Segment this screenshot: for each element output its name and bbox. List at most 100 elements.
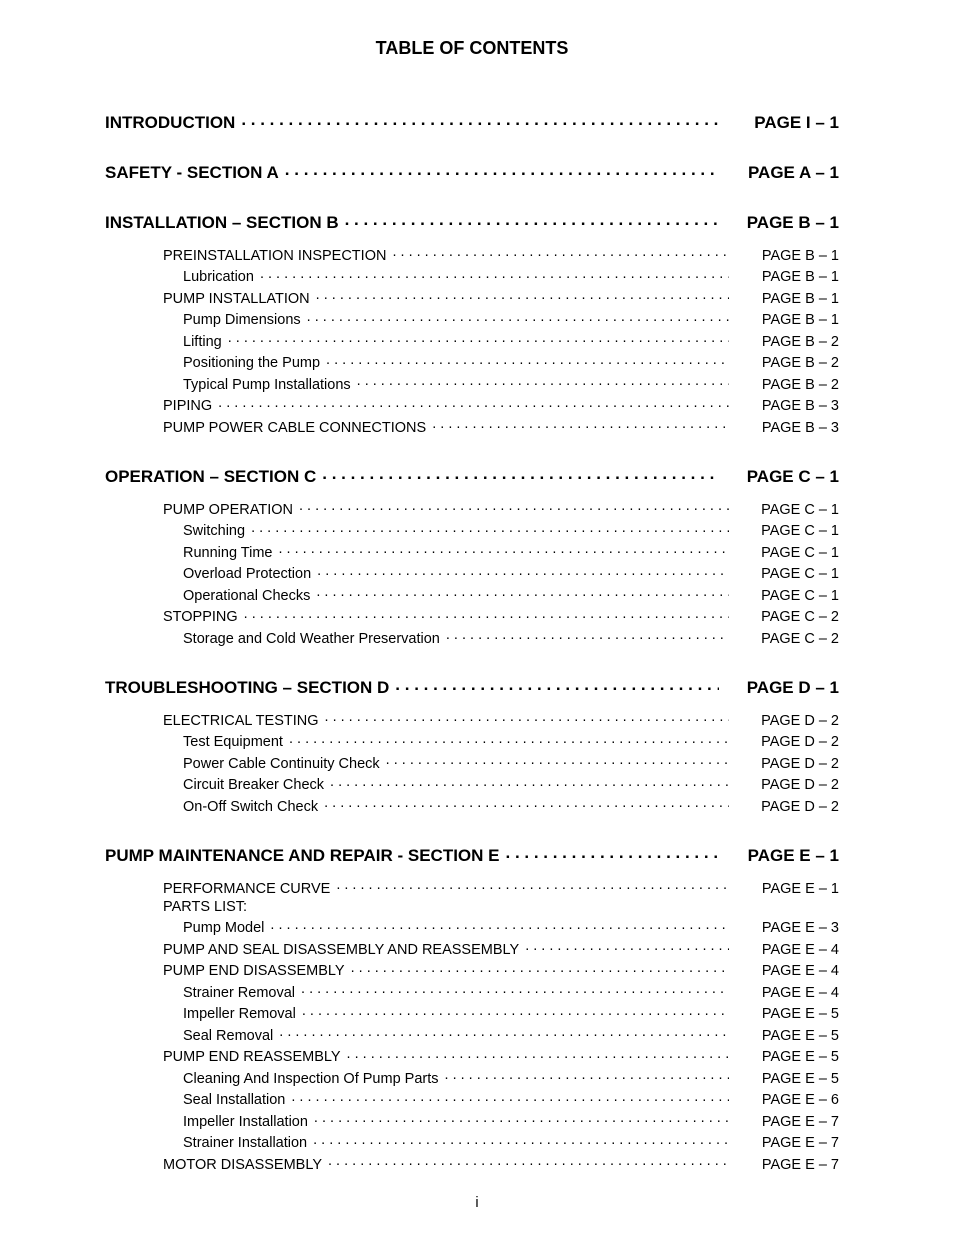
toc-label: Overload Protection: [183, 567, 311, 582]
toc-subitem: LubricationPAGE B – 1: [105, 267, 839, 285]
toc-page: PAGE I – 1: [719, 114, 839, 131]
toc-dots: [395, 676, 719, 693]
toc-subitem: Running Time PAGE C – 1: [105, 542, 839, 560]
toc-label: PREINSTALLATION INSPECTION: [163, 249, 386, 264]
toc-label: Storage and Cold Weather Preservation: [183, 632, 440, 647]
toc-dots: [270, 918, 729, 933]
toc-label: Lifting: [183, 335, 222, 350]
toc-dots: [325, 710, 729, 725]
toc-page: PAGE E – 7: [729, 1158, 839, 1173]
toc-dots: [314, 1111, 729, 1126]
toc-page: PAGE D – 1: [719, 679, 839, 696]
toc-page: PAGE E – 7: [729, 1136, 839, 1151]
toc-subitem: Seal RemovalPAGE E – 5: [105, 1025, 839, 1043]
toc-section-heading: TROUBLESHOOTING – SECTION D PAGE D – 1: [105, 676, 839, 696]
toc-dots: [328, 1154, 729, 1169]
toc-item: ELECTRICAL TESTINGPAGE D – 2: [105, 710, 839, 728]
toc-section-heading: OPERATION – SECTION C PAGE C – 1: [105, 465, 839, 485]
toc-label: On-Off Switch Check: [183, 800, 318, 815]
toc-subitem: Power Cable Continuity CheckPAGE D – 2: [105, 753, 839, 771]
toc-subgroup: PUMP OPERATIONPAGE C – 1SwitchingPAGE C …: [105, 499, 839, 646]
toc-dots: [432, 417, 729, 432]
toc-dots: [228, 331, 729, 346]
toc-dots: [279, 1025, 729, 1040]
toc-page: PAGE E – 5: [729, 1050, 839, 1065]
toc-dots: [392, 245, 729, 260]
toc-item: PUMP AND SEAL DISASSEMBLY AND REASSEMBLY…: [105, 939, 839, 957]
toc-label: INSTALLATION – SECTION B: [105, 214, 339, 231]
toc-subitem: Operational ChecksPAGE C – 1: [105, 585, 839, 603]
toc-dots: [289, 732, 729, 747]
toc-page: PAGE B – 2: [729, 356, 839, 371]
toc-label: Strainer Removal: [183, 986, 295, 1001]
toc-page: PAGE E – 4: [729, 943, 839, 958]
toc-subitem: Strainer InstallationPAGE E – 7: [105, 1133, 839, 1151]
toc-label: SAFETY - SECTION A: [105, 164, 279, 181]
toc-subitem: Impeller Installation PAGE E – 7: [105, 1111, 839, 1129]
toc-label: Circuit Breaker Check: [183, 778, 324, 793]
toc-page: PAGE B – 1: [719, 214, 839, 231]
toc-page: PAGE D – 2: [729, 800, 839, 815]
toc-dots: [299, 499, 729, 514]
toc-dots: [244, 607, 729, 622]
toc-subitem: SwitchingPAGE C – 1: [105, 521, 839, 539]
page-title: TABLE OF CONTENTS: [105, 38, 839, 59]
toc-dots: [241, 111, 719, 128]
toc-page: PAGE C – 1: [729, 546, 839, 561]
toc-page: PAGE B – 2: [729, 378, 839, 393]
toc-subgroup: ELECTRICAL TESTINGPAGE D – 2Test Equipme…: [105, 710, 839, 814]
toc-label: PUMP POWER CABLE CONNECTIONS: [163, 421, 426, 436]
toc-label: ELECTRICAL TESTING: [163, 714, 319, 729]
toc-dots: [317, 564, 729, 579]
toc-dots: [386, 753, 729, 768]
toc-subitem: Cleaning And Inspection Of Pump PartsPAG…: [105, 1068, 839, 1086]
toc-item: PUMP INSTALLATIONPAGE B – 1: [105, 288, 839, 306]
toc-dots: [291, 1090, 729, 1105]
toc-page: PAGE B – 1: [729, 249, 839, 264]
toc-label: Switching: [183, 524, 245, 539]
toc-label: OPERATION – SECTION C: [105, 468, 316, 485]
toc-dots: [313, 1133, 729, 1148]
toc-page: PAGE E – 4: [729, 986, 839, 1001]
toc-subitem: Positioning the Pump PAGE B – 2: [105, 353, 839, 371]
toc-page: PAGE D – 2: [729, 778, 839, 793]
toc-label: PIPING: [163, 399, 212, 414]
toc-page: PAGE B – 2: [729, 335, 839, 350]
toc-item: STOPPINGPAGE C – 2: [105, 607, 839, 625]
toc-page: PAGE E – 7: [729, 1115, 839, 1130]
toc-dots: [330, 775, 729, 790]
toc-subitem: Storage and Cold Weather Preservation PAG…: [105, 628, 839, 646]
toc-label: Impeller Removal: [183, 1007, 296, 1022]
toc-page: PAGE C – 2: [729, 632, 839, 647]
toc-dots: [347, 1047, 729, 1062]
toc-label: Running Time: [183, 546, 272, 561]
toc-label: Positioning the Pump: [183, 356, 320, 371]
toc-dots: [345, 211, 719, 228]
toc-dots: [324, 796, 729, 811]
toc-dots: [301, 982, 729, 997]
toc-dots: [445, 1068, 729, 1083]
toc-subgroup: PERFORMANCE CURVEPAGE E – 1PARTS LIST:Pu…: [105, 878, 839, 1172]
toc-section-heading: INSTALLATION – SECTION B PAGE B – 1: [105, 211, 839, 231]
toc-section-heading: INTRODUCTION PAGE I – 1: [105, 111, 839, 131]
toc-page: PAGE C – 1: [719, 468, 839, 485]
page-number: i: [0, 1195, 954, 1211]
toc-dots: [278, 542, 729, 557]
toc-dots: [285, 161, 719, 178]
toc-subitem: Test EquipmentPAGE D – 2: [105, 732, 839, 750]
toc-item: PERFORMANCE CURVEPAGE E – 1: [105, 878, 839, 896]
toc-page: PAGE E – 1: [719, 847, 839, 864]
toc-dots: [260, 267, 729, 282]
toc-label: Impeller Installation: [183, 1115, 308, 1130]
toc-label: TROUBLESHOOTING – SECTION D: [105, 679, 389, 696]
toc-dots: [336, 878, 729, 893]
toc-subitem: Seal InstallationPAGE E – 6: [105, 1090, 839, 1108]
toc-subitem: On-Off Switch Check PAGE D – 2: [105, 796, 839, 814]
toc-section-heading: PUMP MAINTENANCE AND REPAIR - SECTION EP…: [105, 844, 839, 864]
toc-dots: [506, 844, 720, 861]
toc-label: Test Equipment: [183, 735, 283, 750]
toc-label: PERFORMANCE CURVE: [163, 882, 330, 897]
toc-label: INTRODUCTION: [105, 114, 235, 131]
toc-subgroup: PREINSTALLATION INSPECTION PAGE B – 1 Lubr…: [105, 245, 839, 435]
toc-page: PAGE E – 5: [729, 1007, 839, 1022]
